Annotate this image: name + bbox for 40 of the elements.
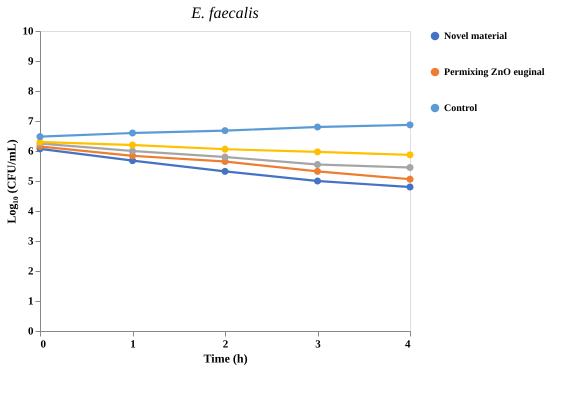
y-tick-label: 3 — [28, 236, 34, 248]
point — [314, 160, 322, 168]
y-tick-label: 10 — [22, 26, 34, 38]
legend-label: Permixing ZnO euginal — [444, 67, 545, 78]
y-axis-title: Log₁₀ (CFU/mL) — [4, 139, 18, 224]
point — [406, 164, 414, 172]
point — [128, 141, 136, 149]
y-tick-label: 4 — [28, 206, 34, 218]
y-tick-label: 2 — [28, 266, 34, 278]
point — [406, 176, 414, 183]
point — [406, 183, 414, 191]
chart-title: E. faecalis — [190, 5, 259, 22]
x-tick-label: 4 — [405, 338, 411, 350]
y-tick-label: 9 — [28, 56, 34, 68]
x-axis-title: Time (h) — [203, 352, 248, 366]
point — [314, 168, 322, 175]
point — [406, 121, 414, 128]
legend-label: Novel material — [444, 31, 508, 42]
y-tick-label: 6 — [28, 146, 34, 158]
point — [221, 153, 229, 161]
point — [36, 133, 44, 140]
point — [128, 147, 136, 155]
point — [221, 168, 229, 175]
point — [406, 151, 414, 158]
y-tick-label: 0 — [28, 326, 34, 338]
legend-label: Control — [444, 103, 478, 114]
point — [221, 127, 229, 134]
point — [221, 146, 229, 153]
y-tick-label: 1 — [28, 296, 34, 308]
point — [314, 177, 322, 185]
x-tick-label: 1 — [130, 338, 136, 350]
x-tick-label: 2 — [222, 338, 229, 350]
x-tick-label: 0 — [40, 338, 46, 350]
y-tick-label: 5 — [28, 176, 34, 188]
point — [314, 123, 322, 131]
x-tick-label: 3 — [315, 338, 322, 350]
point — [128, 129, 136, 137]
point — [314, 148, 322, 156]
y-tick-label: 7 — [28, 116, 34, 128]
y-tick-label: 8 — [28, 86, 34, 98]
